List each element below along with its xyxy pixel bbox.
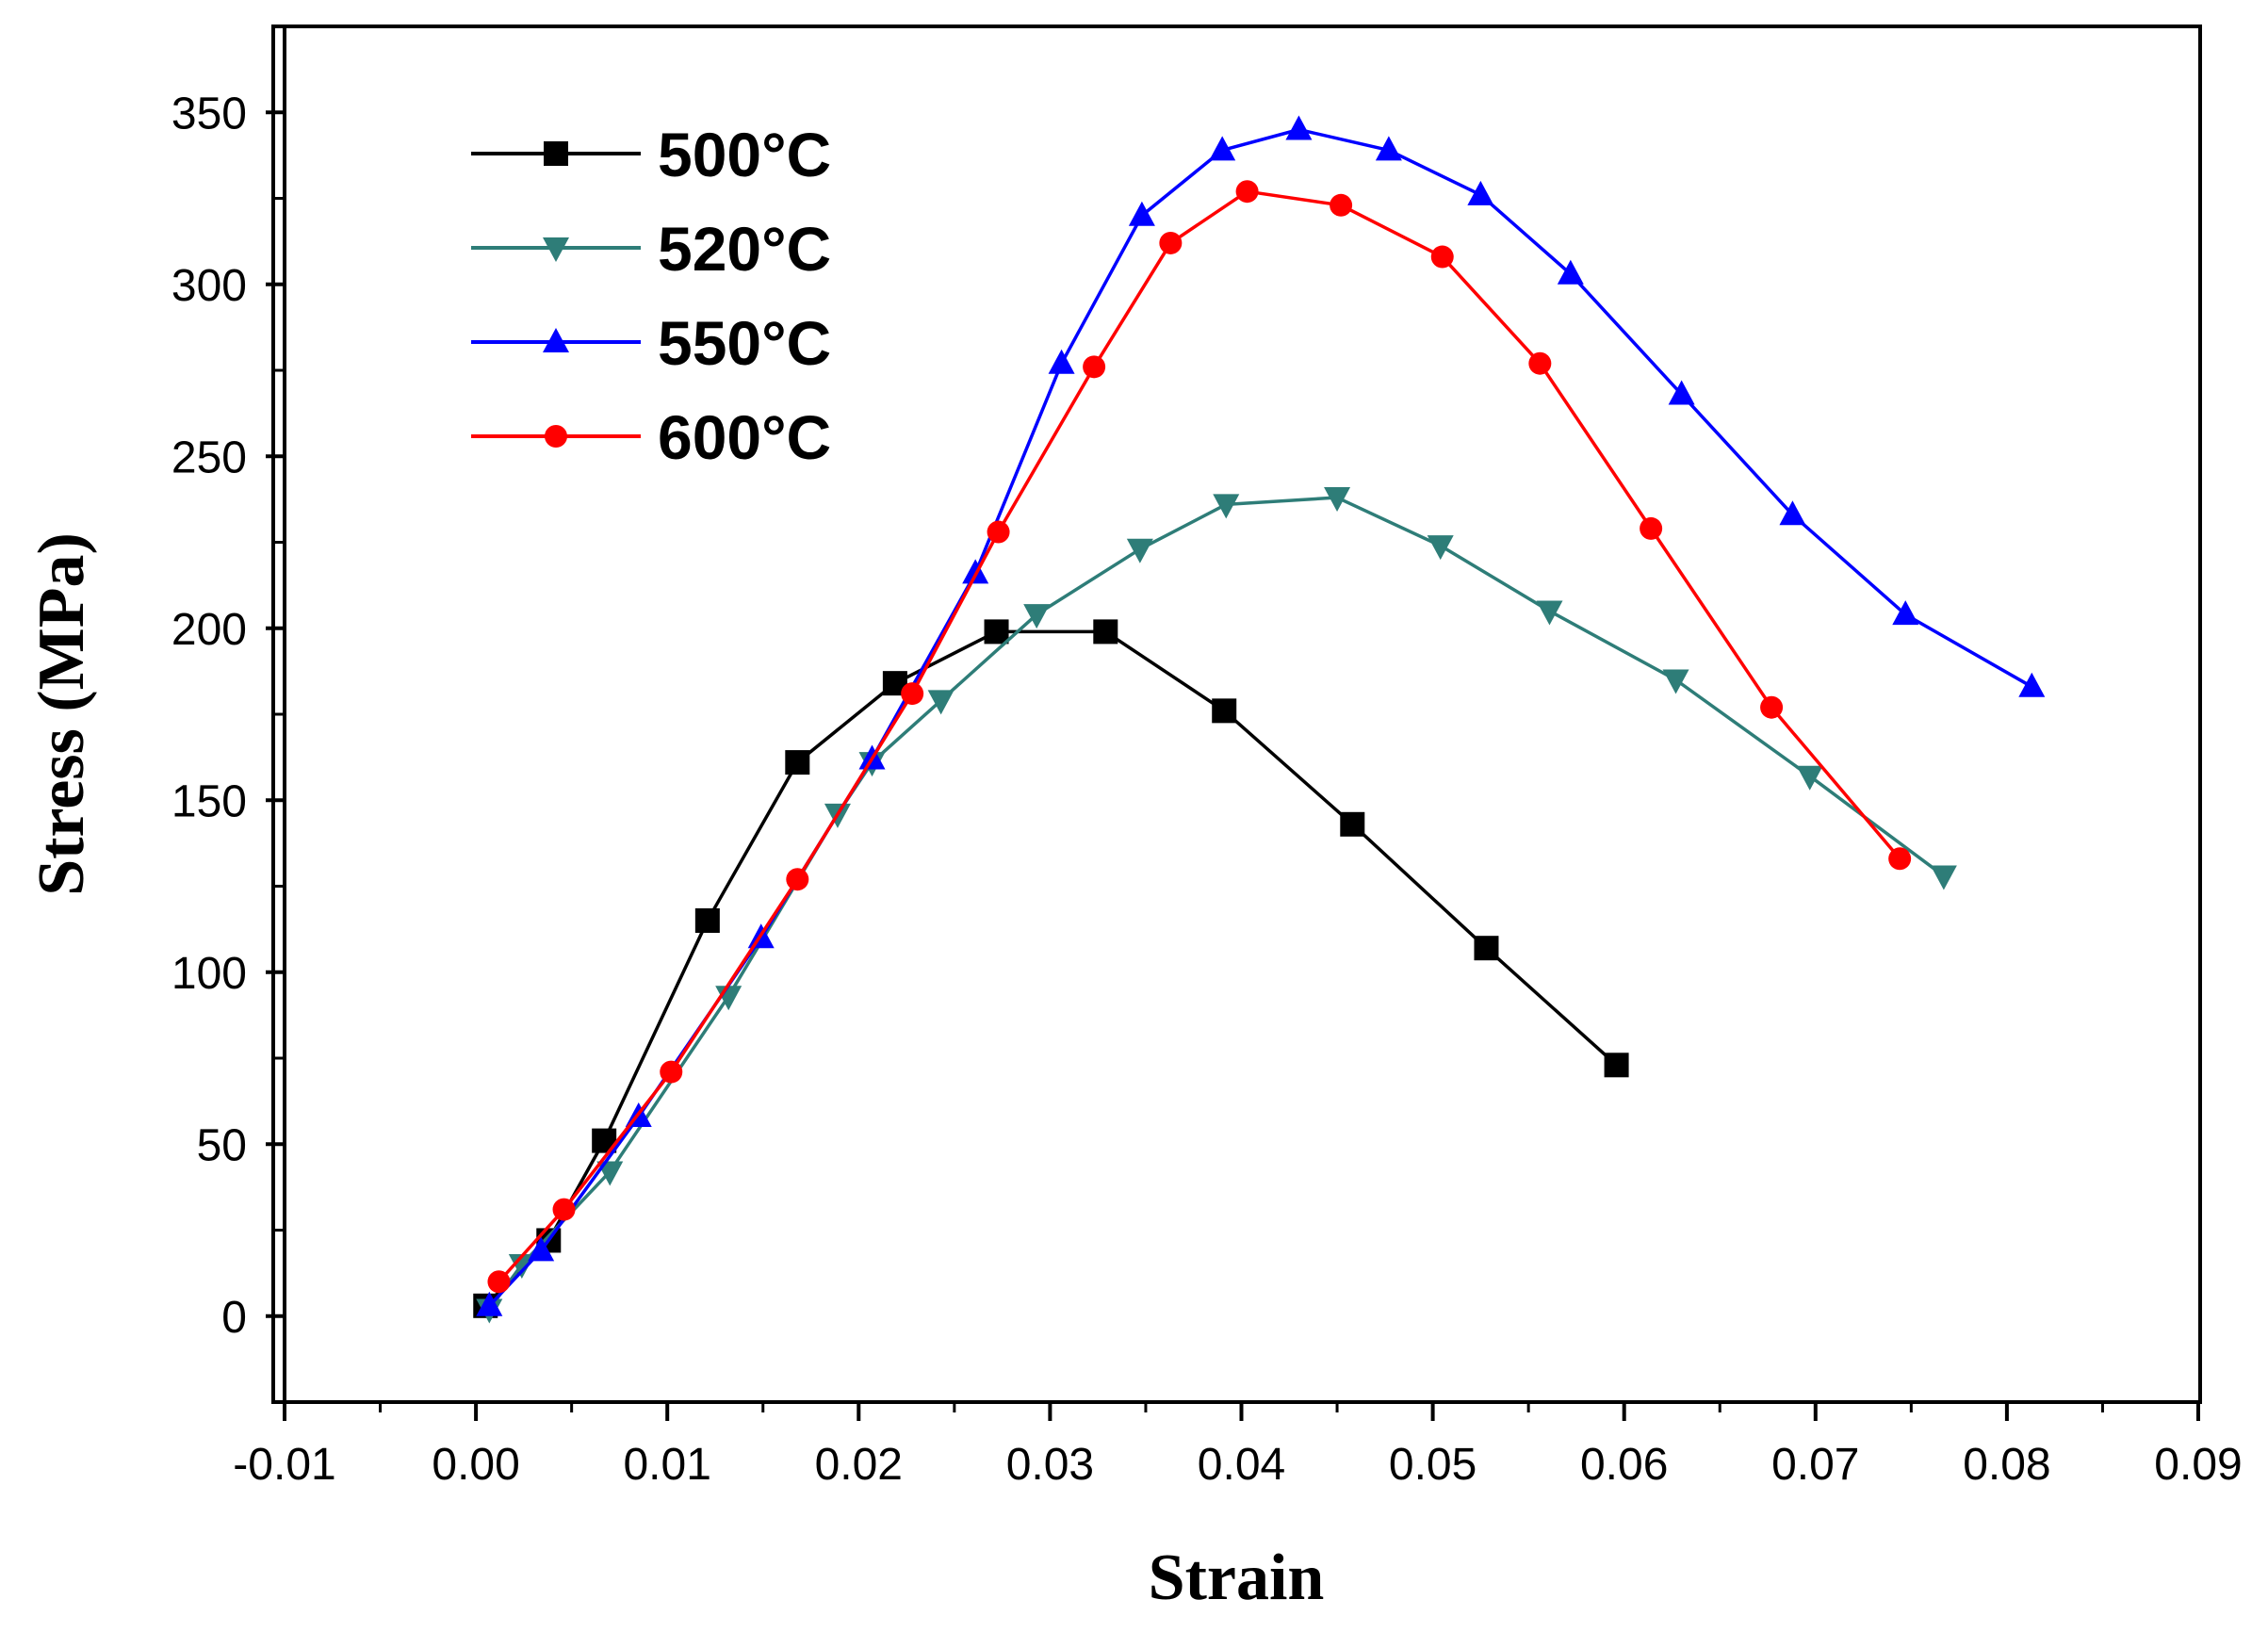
legend-label: 520°C bbox=[658, 214, 831, 284]
plot-frame bbox=[271, 24, 2202, 1404]
data-point bbox=[1536, 600, 1563, 626]
data-point bbox=[1528, 351, 1552, 375]
x-tick-label: 0.06 bbox=[1580, 1440, 1668, 1490]
series-500°C bbox=[473, 619, 1629, 1318]
data-point bbox=[1427, 535, 1454, 561]
data-point bbox=[987, 520, 1010, 544]
x-tick-label: 0.00 bbox=[432, 1440, 519, 1490]
data-point bbox=[962, 559, 989, 584]
series-layer bbox=[473, 115, 2046, 1324]
data-point bbox=[1796, 765, 1823, 791]
data-point bbox=[1128, 201, 1155, 226]
y-tick-label: 200 bbox=[171, 605, 247, 655]
x-tick-label: 0.05 bbox=[1389, 1440, 1477, 1490]
y-tick-label: 300 bbox=[171, 261, 247, 311]
data-point bbox=[1779, 500, 1806, 526]
series-550°C bbox=[476, 115, 2046, 1316]
x-tick-label: 0.08 bbox=[1963, 1440, 2050, 1490]
y-tick-label: 150 bbox=[171, 776, 247, 826]
data-point bbox=[1235, 180, 1259, 204]
data-point bbox=[1557, 259, 1584, 285]
data-point bbox=[1930, 865, 1957, 890]
data-point bbox=[1213, 494, 1240, 519]
data-point bbox=[1892, 600, 1919, 626]
x-tick-label: 0.03 bbox=[1006, 1440, 1094, 1490]
data-point bbox=[786, 868, 809, 891]
data-point bbox=[1340, 811, 1365, 837]
data-point bbox=[1093, 619, 1118, 645]
legend-marker bbox=[543, 328, 569, 352]
data-point bbox=[1126, 538, 1153, 563]
x-tick-label: 0.04 bbox=[1198, 1440, 1285, 1490]
data-point bbox=[1324, 487, 1351, 513]
data-point bbox=[1668, 380, 1695, 405]
data-point bbox=[1888, 847, 1912, 871]
y-tick-label: 100 bbox=[171, 949, 247, 999]
data-point bbox=[1023, 604, 1051, 629]
data-point bbox=[487, 1270, 511, 1294]
data-point bbox=[785, 750, 810, 775]
data-point bbox=[1330, 193, 1353, 217]
axes: -0.01 0.00 0.01 0.02 0.03 0.04 0.05 0.06 0.07 0.0… bbox=[171, 24, 2243, 1490]
legend: 500°C 520°C 550°C 600°C bbox=[471, 120, 831, 472]
series-line bbox=[487, 496, 1945, 1311]
data-point bbox=[1430, 245, 1454, 269]
data-point bbox=[1375, 136, 1402, 161]
data-point bbox=[1209, 136, 1236, 161]
legend-label: 550°C bbox=[658, 308, 831, 378]
x-tick-label: 0.02 bbox=[815, 1440, 903, 1490]
data-point bbox=[2018, 672, 2046, 697]
legend-marker bbox=[543, 237, 569, 262]
data-point bbox=[694, 908, 720, 933]
data-point bbox=[660, 1060, 683, 1084]
data-point bbox=[1474, 936, 1499, 961]
legend-item: 520°C bbox=[471, 214, 831, 284]
y-tick-label: 50 bbox=[197, 1120, 247, 1170]
x-tick-label: -0.01 bbox=[233, 1440, 335, 1490]
series-520°C bbox=[476, 487, 1957, 1324]
data-point bbox=[1467, 180, 1494, 205]
legend-label: 600°C bbox=[658, 402, 831, 472]
data-point bbox=[1212, 698, 1237, 724]
y-tick-label: 350 bbox=[171, 89, 247, 139]
legend-marker bbox=[544, 141, 568, 166]
x-axis-title: Strain bbox=[1149, 1542, 1325, 1614]
data-point bbox=[1048, 349, 1075, 374]
x-tick-label: 0.09 bbox=[2154, 1440, 2242, 1490]
y-tick-label: 0 bbox=[221, 1293, 247, 1343]
legend-item: 550°C bbox=[471, 308, 831, 378]
data-point bbox=[1285, 115, 1313, 140]
series-line bbox=[488, 127, 2033, 1307]
data-point bbox=[528, 1236, 555, 1262]
data-point bbox=[1640, 516, 1663, 540]
data-point bbox=[552, 1198, 576, 1221]
data-point bbox=[1604, 1053, 1629, 1078]
data-point bbox=[476, 1291, 503, 1316]
legend-marker bbox=[545, 425, 567, 448]
data-point bbox=[927, 690, 955, 715]
data-point bbox=[1662, 669, 1689, 694]
legend-item: 600°C bbox=[471, 402, 831, 472]
data-point bbox=[1760, 695, 1784, 719]
data-point bbox=[1083, 355, 1106, 379]
x-tick-label: 0.07 bbox=[1771, 1440, 1859, 1490]
y-tick-label: 250 bbox=[171, 432, 247, 482]
series-600°C bbox=[487, 180, 1912, 1294]
data-point bbox=[984, 619, 1009, 645]
data-point bbox=[901, 682, 924, 706]
data-point bbox=[1159, 231, 1183, 254]
legend-item: 500°C bbox=[471, 120, 831, 189]
legend-label: 500°C bbox=[658, 120, 831, 189]
y-axis-title: Stress (MPa) bbox=[25, 532, 98, 896]
x-tick-label: 0.01 bbox=[623, 1440, 710, 1490]
series-line bbox=[483, 629, 1618, 1308]
